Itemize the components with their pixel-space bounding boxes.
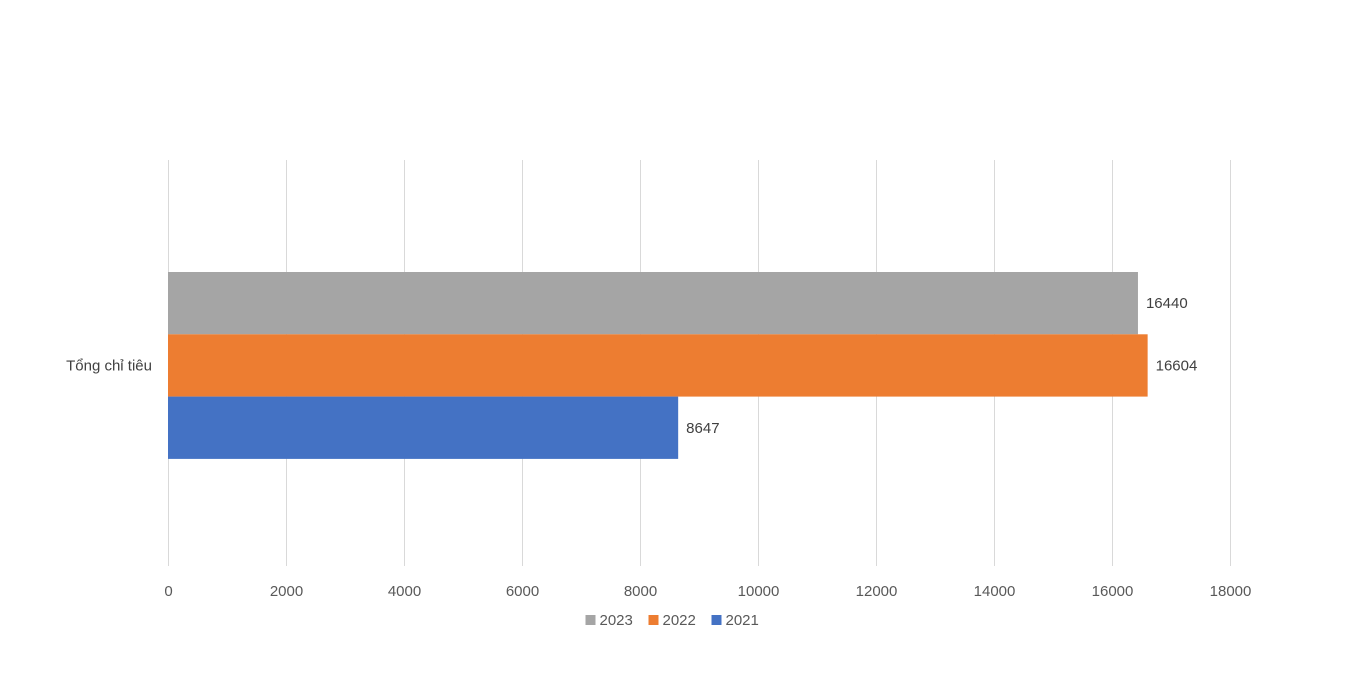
x-tick-label: 2000	[270, 583, 303, 600]
legend-label: 2022	[663, 612, 696, 629]
legend-label: 2021	[726, 612, 759, 629]
legend-item-2022: 2022	[648, 612, 696, 629]
legend-label: 2023	[600, 612, 633, 629]
bar-2023	[168, 272, 1138, 335]
y-axis: Tổng chỉ tiêu	[66, 357, 152, 374]
legend: 2023 2022 2021	[585, 612, 759, 629]
x-tick-label: 14000	[974, 583, 1016, 600]
legend-swatch	[585, 615, 596, 625]
bar-2021	[168, 396, 679, 459]
x-tick-label: 6000	[506, 583, 539, 600]
category-label: Tổng chỉ tiêu	[66, 357, 152, 374]
legend-swatch	[648, 615, 659, 625]
x-tick-label: 12000	[856, 583, 898, 600]
data-label-2022: 16604	[1156, 357, 1198, 374]
x-axis: 0 2000 4000 6000 8000 10000 12000 14000 16000 180…	[164, 583, 1251, 600]
data-label-2021: 8647	[686, 420, 719, 437]
data-labels: 16440 16604 8647	[686, 295, 1197, 437]
bar-2022	[168, 334, 1148, 397]
x-tick-label: 18000	[1210, 583, 1252, 600]
data-label-2023: 16440	[1146, 295, 1188, 312]
x-tick-label: 0	[164, 583, 172, 600]
legend-item-2021: 2021	[711, 612, 759, 629]
x-tick-label: 10000	[738, 583, 780, 600]
legend-item-2023: 2023	[585, 612, 633, 629]
x-tick-label: 8000	[624, 583, 657, 600]
x-tick-label: 4000	[388, 583, 421, 600]
x-tick-label: 16000	[1092, 583, 1134, 600]
legend-swatch	[711, 615, 722, 625]
bars	[168, 272, 1148, 459]
